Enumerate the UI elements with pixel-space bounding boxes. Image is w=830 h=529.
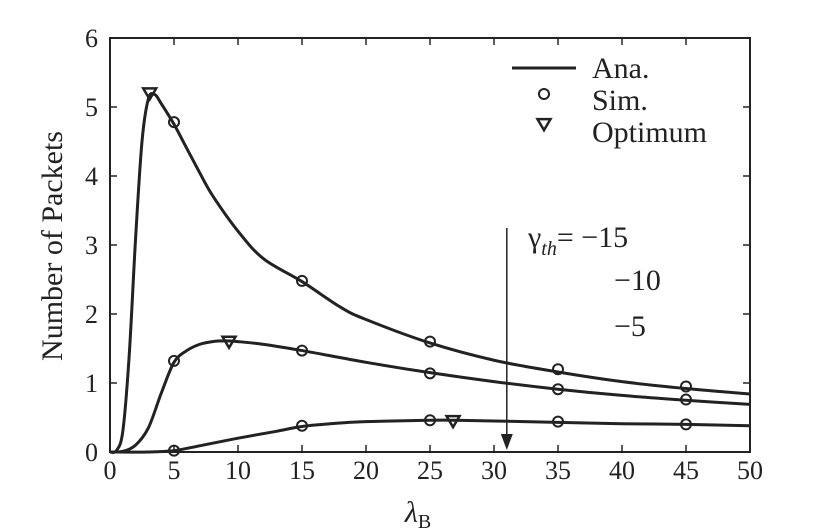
optimum-marker [140, 87, 159, 102]
sim-point [552, 363, 564, 376]
x-tick-label: 45 [673, 456, 699, 485]
threshold-arrow-head [500, 434, 513, 450]
sim-point [424, 335, 436, 348]
x-tick-label: 30 [481, 456, 507, 485]
legend-label: Optimum [592, 116, 707, 149]
sim-point [424, 367, 436, 380]
series-line [109, 418, 751, 454]
x-tick-label: 20 [353, 456, 379, 485]
series-markers [140, 87, 692, 457]
legend-triangle-swatch [535, 117, 553, 133]
sim-point [680, 418, 692, 431]
threshold-annotation: γth= −15 −10 −5 [500, 221, 661, 450]
x-tick-label: 35 [545, 456, 571, 485]
series-line [109, 339, 751, 454]
series-curves [109, 91, 751, 455]
threshold-value-label: −5 [614, 310, 646, 343]
y-tick-label: 3 [85, 231, 98, 260]
sim-point [168, 354, 180, 367]
gamma-label: γth= −15 [527, 221, 628, 260]
threshold-value-label: −10 [614, 264, 661, 297]
x-tick-label: 0 [104, 456, 117, 485]
y-tick-label: 5 [85, 93, 98, 122]
plot-frame [109, 37, 751, 453]
sim-point [680, 380, 692, 393]
x-axis-label: λB [404, 496, 431, 529]
sim-point [168, 116, 180, 129]
sim-point [296, 344, 308, 357]
y-tick-label: 0 [85, 438, 98, 467]
legend-label: Ana. [592, 52, 649, 85]
y-tick-label: 6 [85, 24, 98, 53]
sim-point [296, 419, 308, 432]
axes [109, 37, 751, 453]
sim-point [552, 415, 564, 428]
y-tick-label: 4 [85, 162, 98, 191]
y-tick-label: 1 [85, 369, 98, 398]
x-tick-label: 5 [168, 456, 181, 485]
legend-circle-swatch [538, 88, 550, 100]
y-axis-label: Number of Packets [36, 131, 69, 361]
sim-point [424, 414, 436, 427]
sim-point [680, 393, 692, 406]
series-line [109, 91, 751, 455]
x-tick-label: 25 [417, 456, 443, 485]
x-tick-label: 40 [609, 456, 635, 485]
x-tick-label: 15 [289, 456, 315, 485]
legend-label: Sim. [592, 84, 648, 117]
y-tick-label: 2 [85, 300, 98, 329]
legend: Ana.Sim.Optimum [512, 52, 707, 149]
sim-point [168, 444, 180, 457]
optimum-marker [220, 335, 238, 351]
x-tick-label: 10 [225, 456, 251, 485]
optimum-marker [444, 414, 462, 430]
sim-point [296, 274, 308, 287]
sim-point [552, 383, 564, 396]
x-tick-label: 50 [737, 456, 763, 485]
